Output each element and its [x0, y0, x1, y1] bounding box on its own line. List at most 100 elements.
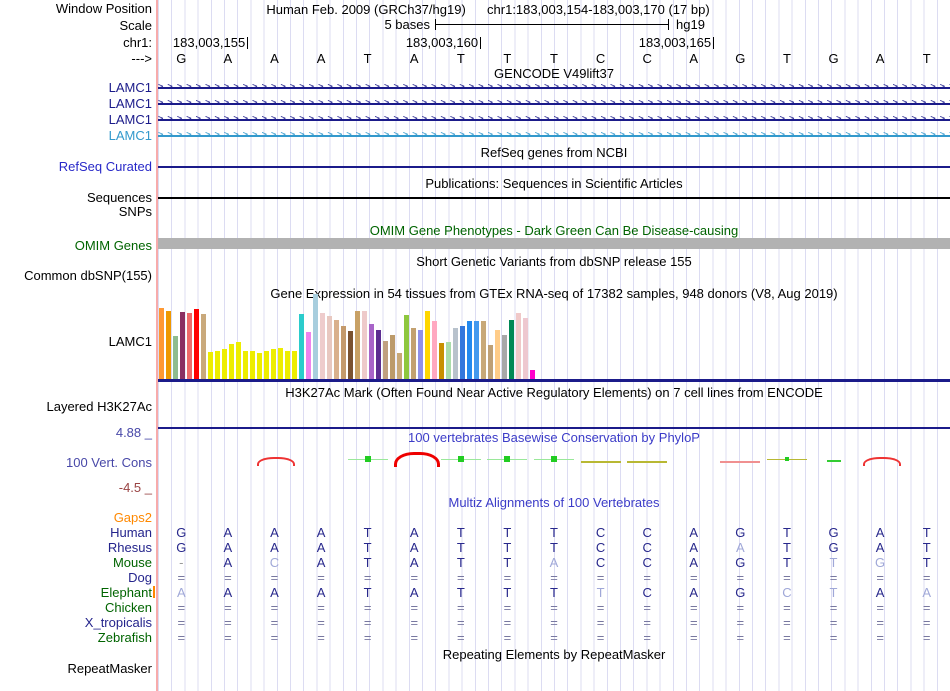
- refseq-gene-line[interactable]: [158, 166, 950, 168]
- multiz-species-label[interactable]: Dog: [128, 570, 152, 585]
- gtex-bar[interactable]: [425, 311, 430, 379]
- gencode-gene-exon-line[interactable]: >>>>>>>>>>>>>>>>>>>>>>>>>>>>>>>>>>>>>>>>…: [158, 130, 950, 141]
- gtex-bar[interactable]: [404, 315, 409, 379]
- gtex-bar[interactable]: [411, 328, 416, 379]
- gtex-bar[interactable]: [439, 343, 444, 379]
- multiz-base-cell: =: [410, 615, 419, 630]
- gtex-bar[interactable]: [313, 294, 318, 379]
- gencode-gene-label[interactable]: LAMC1: [108, 112, 152, 127]
- gtex-bar[interactable]: [208, 352, 213, 379]
- gtex-bar[interactable]: [236, 342, 241, 379]
- gtex-bar[interactable]: [481, 321, 486, 379]
- multiz-base-cell: =: [503, 630, 512, 645]
- gtex-bar[interactable]: [229, 344, 234, 379]
- gtex-bar[interactable]: [446, 342, 451, 379]
- gtex-bar[interactable]: [369, 324, 374, 379]
- omim-genes-label[interactable]: OMIM Genes: [74, 238, 152, 253]
- gtex-bar[interactable]: [201, 314, 206, 379]
- gtex-bar[interactable]: [271, 349, 276, 379]
- gtex-bar[interactable]: [376, 330, 381, 379]
- gtex-bar[interactable]: [467, 321, 472, 379]
- gtex-bar[interactable]: [187, 313, 192, 379]
- gtex-bar[interactable]: [530, 370, 535, 379]
- gtex-bar[interactable]: [173, 336, 178, 379]
- gtex-bar[interactable]: [299, 314, 304, 379]
- gtex-bar[interactable]: [432, 321, 437, 379]
- multiz-species-label[interactable]: Zebrafish: [97, 630, 152, 645]
- gtex-bar[interactable]: [516, 313, 521, 379]
- gencode-gene-exon-line[interactable]: >>>>>>>>>>>>>>>>>>>>>>>>>>>>>>>>>>>>>>>>…: [158, 82, 950, 93]
- gtex-bar[interactable]: [509, 320, 514, 379]
- multiz-base-cell: =: [596, 615, 605, 630]
- multiz-base-cell: G: [875, 555, 886, 570]
- gtex-bar[interactable]: [250, 351, 255, 379]
- multiz-base-cell: T: [456, 525, 465, 540]
- base-letter: A: [689, 51, 699, 66]
- gtex-bar[interactable]: [222, 349, 227, 379]
- multiz-species-label[interactable]: Chicken: [105, 600, 152, 615]
- gtex-bar[interactable]: [320, 313, 325, 379]
- gtex-bar[interactable]: [397, 353, 402, 379]
- gtex-bar[interactable]: [495, 330, 500, 379]
- multiz-species-label[interactable]: Elephant: [100, 585, 152, 600]
- gtex-bar[interactable]: [264, 351, 269, 379]
- multiz-base-cell: =: [177, 615, 186, 630]
- gtex-bar[interactable]: [334, 320, 339, 379]
- gtex-bar[interactable]: [523, 318, 528, 379]
- multiz-base-cell: T: [503, 585, 512, 600]
- gencode-gene-exon-line[interactable]: >>>>>>>>>>>>>>>>>>>>>>>>>>>>>>>>>>>>>>>>…: [158, 98, 950, 109]
- refseq-curated-label[interactable]: RefSeq Curated: [58, 159, 152, 174]
- gencode-gene-exon-line[interactable]: >>>>>>>>>>>>>>>>>>>>>>>>>>>>>>>>>>>>>>>>…: [158, 114, 950, 125]
- gtex-bar[interactable]: [194, 309, 199, 379]
- multiz-base-cell: T: [550, 540, 558, 555]
- gtex-bar[interactable]: [166, 311, 171, 379]
- gtex-bar[interactable]: [390, 335, 395, 379]
- gencode-gene-label[interactable]: LAMC1: [108, 96, 152, 111]
- gtex-gene-label[interactable]: LAMC1: [108, 334, 152, 349]
- multiz-species-label[interactable]: Human: [110, 525, 152, 540]
- gtex-bar[interactable]: [418, 330, 423, 379]
- sequences-label[interactable]: Sequences: [86, 190, 152, 205]
- gtex-bar[interactable]: [257, 353, 262, 379]
- omim-gene-bar[interactable]: [158, 238, 950, 249]
- gtex-bar[interactable]: [243, 351, 248, 379]
- gencode-gene-label[interactable]: LAMC1: [108, 128, 152, 143]
- gtex-bar[interactable]: [215, 351, 220, 379]
- gtex-bar[interactable]: [159, 308, 164, 379]
- gtex-bar[interactable]: [348, 331, 353, 379]
- dbsnp-label[interactable]: Common dbSNP(155): [24, 268, 152, 283]
- gtex-bar[interactable]: [355, 311, 360, 379]
- gencode-gene-label[interactable]: LAMC1: [108, 80, 152, 95]
- multiz-base-cell: G: [176, 525, 187, 540]
- multiz-species-label[interactable]: X_tropicalis: [84, 615, 152, 630]
- phylop-track-label[interactable]: 100 Vert. Cons: [66, 455, 152, 470]
- base-letter: T: [782, 51, 791, 66]
- gtex-bar[interactable]: [488, 345, 493, 379]
- gtex-bar[interactable]: [453, 328, 458, 379]
- gtex-bar[interactable]: [278, 348, 283, 379]
- h3k27ac-label[interactable]: Layered H3K27Ac: [46, 399, 152, 414]
- publications-item-line[interactable]: [158, 197, 950, 199]
- gtex-bar[interactable]: [341, 326, 346, 379]
- gtex-bar[interactable]: [285, 351, 290, 379]
- gtex-bar[interactable]: [292, 351, 297, 379]
- multiz-species-label[interactable]: Rhesus: [107, 540, 152, 555]
- gtex-bar[interactable]: [180, 312, 185, 379]
- gtex-bar[interactable]: [362, 311, 367, 379]
- phylop-max-label: 4.88 _: [115, 425, 152, 440]
- snps-label[interactable]: SNPs: [118, 204, 152, 219]
- multiz-base-cell: A: [409, 585, 419, 600]
- gtex-bar[interactable]: [460, 326, 465, 379]
- gene-strand-chevrons: >>>>>>>>>>>>>>>>>>>>>>>>>>>>>>>>>>>>>>>>…: [158, 98, 950, 108]
- repeatmasker-label[interactable]: RepeatMasker: [67, 661, 152, 676]
- multiz-base-cell: T: [363, 525, 372, 540]
- gtex-bar[interactable]: [383, 341, 388, 379]
- gtex-bar[interactable]: [474, 321, 479, 379]
- gtex-bar[interactable]: [502, 335, 507, 379]
- multiz-species-label[interactable]: Gaps2: [113, 510, 152, 525]
- multiz-species-label[interactable]: Mouse: [112, 555, 152, 570]
- multiz-base-cell: =: [689, 630, 698, 645]
- multiz-base-cell: C: [595, 555, 606, 570]
- gtex-bar[interactable]: [327, 316, 332, 379]
- gtex-bar[interactable]: [306, 332, 311, 379]
